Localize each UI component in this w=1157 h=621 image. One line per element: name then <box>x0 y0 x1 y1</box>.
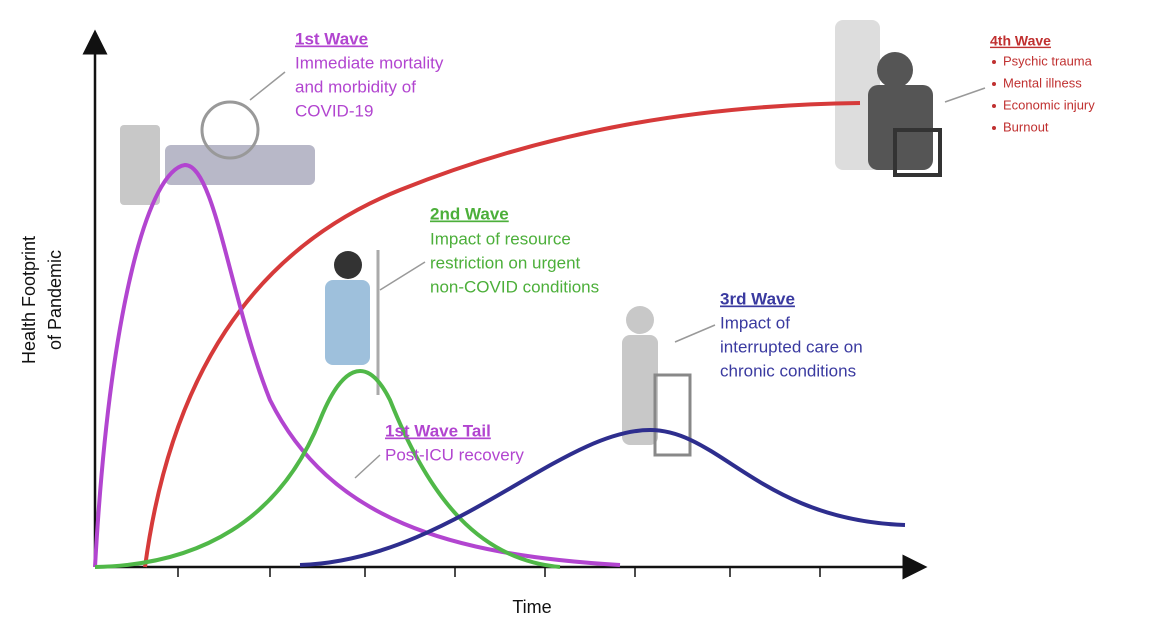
wave2-text: non-COVID conditions <box>430 277 599 296</box>
axes <box>82 29 928 580</box>
wave4-item: Burnout <box>1003 119 1049 134</box>
wave4-curve <box>143 101 861 568</box>
y-label: of Pandemic <box>45 250 65 350</box>
y-label: Health Footprint <box>19 236 39 364</box>
wave2-text: restriction on urgent <box>430 253 581 272</box>
wave2-text: Impact of resource <box>430 229 571 248</box>
wave4-title: 4th Wave <box>990 33 1051 49</box>
wave4-item: Economic injury <box>1003 97 1095 112</box>
wave3-curve <box>299 427 906 567</box>
wave2-curve <box>94 369 561 569</box>
illustrations <box>120 20 942 457</box>
wave1-text: and morbidity of <box>295 77 416 96</box>
wave4-item: Mental illness <box>1003 75 1082 90</box>
wave3-title: 3rd Wave <box>720 289 795 308</box>
wave1-tail-title: 1st Wave Tail <box>385 421 491 440</box>
wave1-text: COVID-19 <box>295 101 373 120</box>
wave1-text: Immediate mortality <box>295 53 444 72</box>
wave3-text: chronic conditions <box>720 361 856 380</box>
wave1-title: 1st Wave <box>295 29 368 48</box>
wave1-curve <box>93 162 621 568</box>
wave3-text: Impact of <box>720 313 790 332</box>
wave3-text: interrupted care on <box>720 337 863 356</box>
x-label: Time <box>512 597 551 617</box>
wave1-tail-text: Post-ICU recovery <box>385 445 524 464</box>
wave2-title: 2nd Wave <box>430 204 509 223</box>
wave4-item: Psychic trauma <box>1003 53 1093 68</box>
curves <box>93 101 906 569</box>
connectors <box>249 71 986 479</box>
